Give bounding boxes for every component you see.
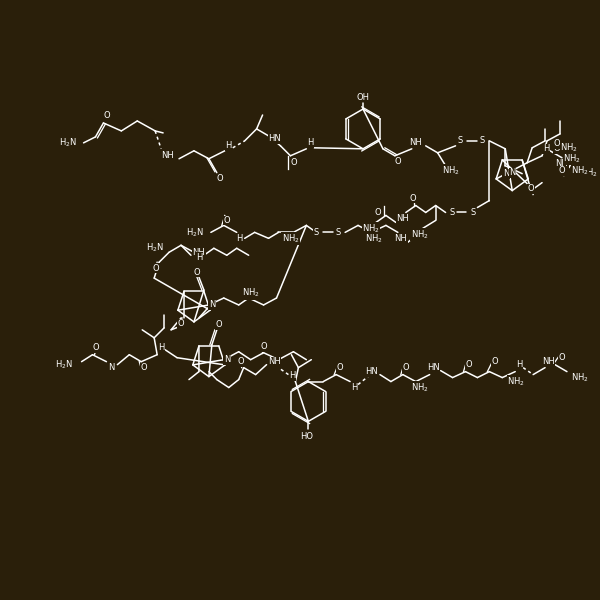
Text: HO: HO [300, 432, 313, 441]
Text: $\mathregular{H_2N}$: $\mathregular{H_2N}$ [55, 358, 73, 371]
Text: O: O [403, 363, 409, 372]
Text: $\mathregular{H_2N}$: $\mathregular{H_2N}$ [146, 241, 164, 254]
Text: H: H [351, 383, 357, 392]
Text: $\mathregular{NH_2}$: $\mathregular{NH_2}$ [242, 287, 260, 299]
Text: N: N [503, 169, 509, 178]
Text: $\mathregular{NH_2}$: $\mathregular{NH_2}$ [365, 232, 383, 245]
Text: $\mathregular{NH_2}$: $\mathregular{NH_2}$ [362, 222, 380, 235]
Text: O: O [238, 357, 244, 366]
Text: O: O [141, 363, 148, 372]
Text: O: O [215, 320, 222, 329]
Text: O: O [554, 145, 560, 154]
Text: $\mathregular{NH_2}$: $\mathregular{NH_2}$ [281, 232, 299, 245]
Text: O: O [559, 166, 565, 175]
Text: NH: NH [161, 151, 173, 160]
Text: H: H [289, 371, 296, 380]
Text: N: N [108, 363, 115, 372]
Text: S: S [335, 228, 341, 237]
Text: NH: NH [397, 214, 409, 223]
Text: O: O [409, 194, 416, 203]
Text: S: S [471, 208, 476, 217]
Text: $\mathregular{NH_2}$: $\mathregular{NH_2}$ [411, 228, 428, 241]
Text: O: O [178, 319, 184, 328]
Text: NH: NH [542, 357, 554, 366]
Text: H: H [307, 139, 314, 148]
Text: H: H [226, 142, 232, 151]
Text: $\mathregular{NH_2}$: $\mathregular{NH_2}$ [571, 164, 589, 177]
Text: S: S [480, 136, 485, 145]
Text: HN: HN [365, 367, 379, 376]
Text: $\mathregular{NH_2}$: $\mathregular{NH_2}$ [442, 164, 460, 177]
Text: H: H [158, 343, 164, 352]
Text: O: O [103, 112, 110, 121]
Text: O: O [92, 343, 99, 352]
Text: NH: NH [409, 139, 422, 148]
Text: HN: HN [427, 363, 440, 372]
Text: S: S [458, 136, 463, 145]
Text: N: N [224, 355, 230, 364]
Text: $\mathregular{NH_2}$: $\mathregular{NH_2}$ [571, 371, 589, 384]
Text: O: O [194, 268, 200, 277]
Text: $\mathregular{NH_2}$: $\mathregular{NH_2}$ [580, 166, 598, 179]
Text: O: O [153, 263, 160, 272]
Text: OH: OH [356, 92, 370, 101]
Text: O: O [337, 363, 343, 372]
Text: N: N [209, 301, 215, 310]
Text: HN: HN [268, 134, 281, 143]
Text: O: O [528, 184, 535, 193]
Text: NH: NH [394, 234, 407, 243]
Text: O: O [217, 174, 223, 183]
Text: N: N [509, 168, 515, 177]
Text: O: O [290, 158, 297, 167]
Text: $\mathregular{H_2N}$: $\mathregular{H_2N}$ [186, 226, 204, 239]
Text: H: H [543, 145, 549, 154]
Text: O: O [465, 360, 472, 369]
Text: O: O [491, 357, 497, 366]
Text: $\mathregular{NH_2}$: $\mathregular{NH_2}$ [563, 152, 581, 165]
Text: O: O [395, 157, 401, 166]
Text: NH: NH [268, 357, 281, 366]
Text: $\mathregular{NH_2}$: $\mathregular{NH_2}$ [560, 142, 578, 154]
Text: $\mathregular{NH_2}$: $\mathregular{NH_2}$ [507, 376, 525, 388]
Text: O: O [260, 342, 267, 351]
Text: H: H [196, 253, 202, 262]
Text: NH: NH [193, 248, 205, 257]
Text: S: S [314, 228, 319, 237]
Text: O: O [374, 208, 381, 217]
Text: H: H [236, 234, 243, 243]
Text: S: S [450, 208, 455, 217]
Text: O: O [554, 139, 560, 148]
Text: $\mathregular{NH_2}$: $\mathregular{NH_2}$ [411, 381, 428, 394]
Text: H: H [516, 360, 523, 369]
Text: O: O [223, 216, 230, 225]
Text: NH: NH [556, 159, 568, 168]
Text: O: O [559, 353, 565, 362]
Text: $\mathregular{H_2N}$: $\mathregular{H_2N}$ [59, 137, 77, 149]
